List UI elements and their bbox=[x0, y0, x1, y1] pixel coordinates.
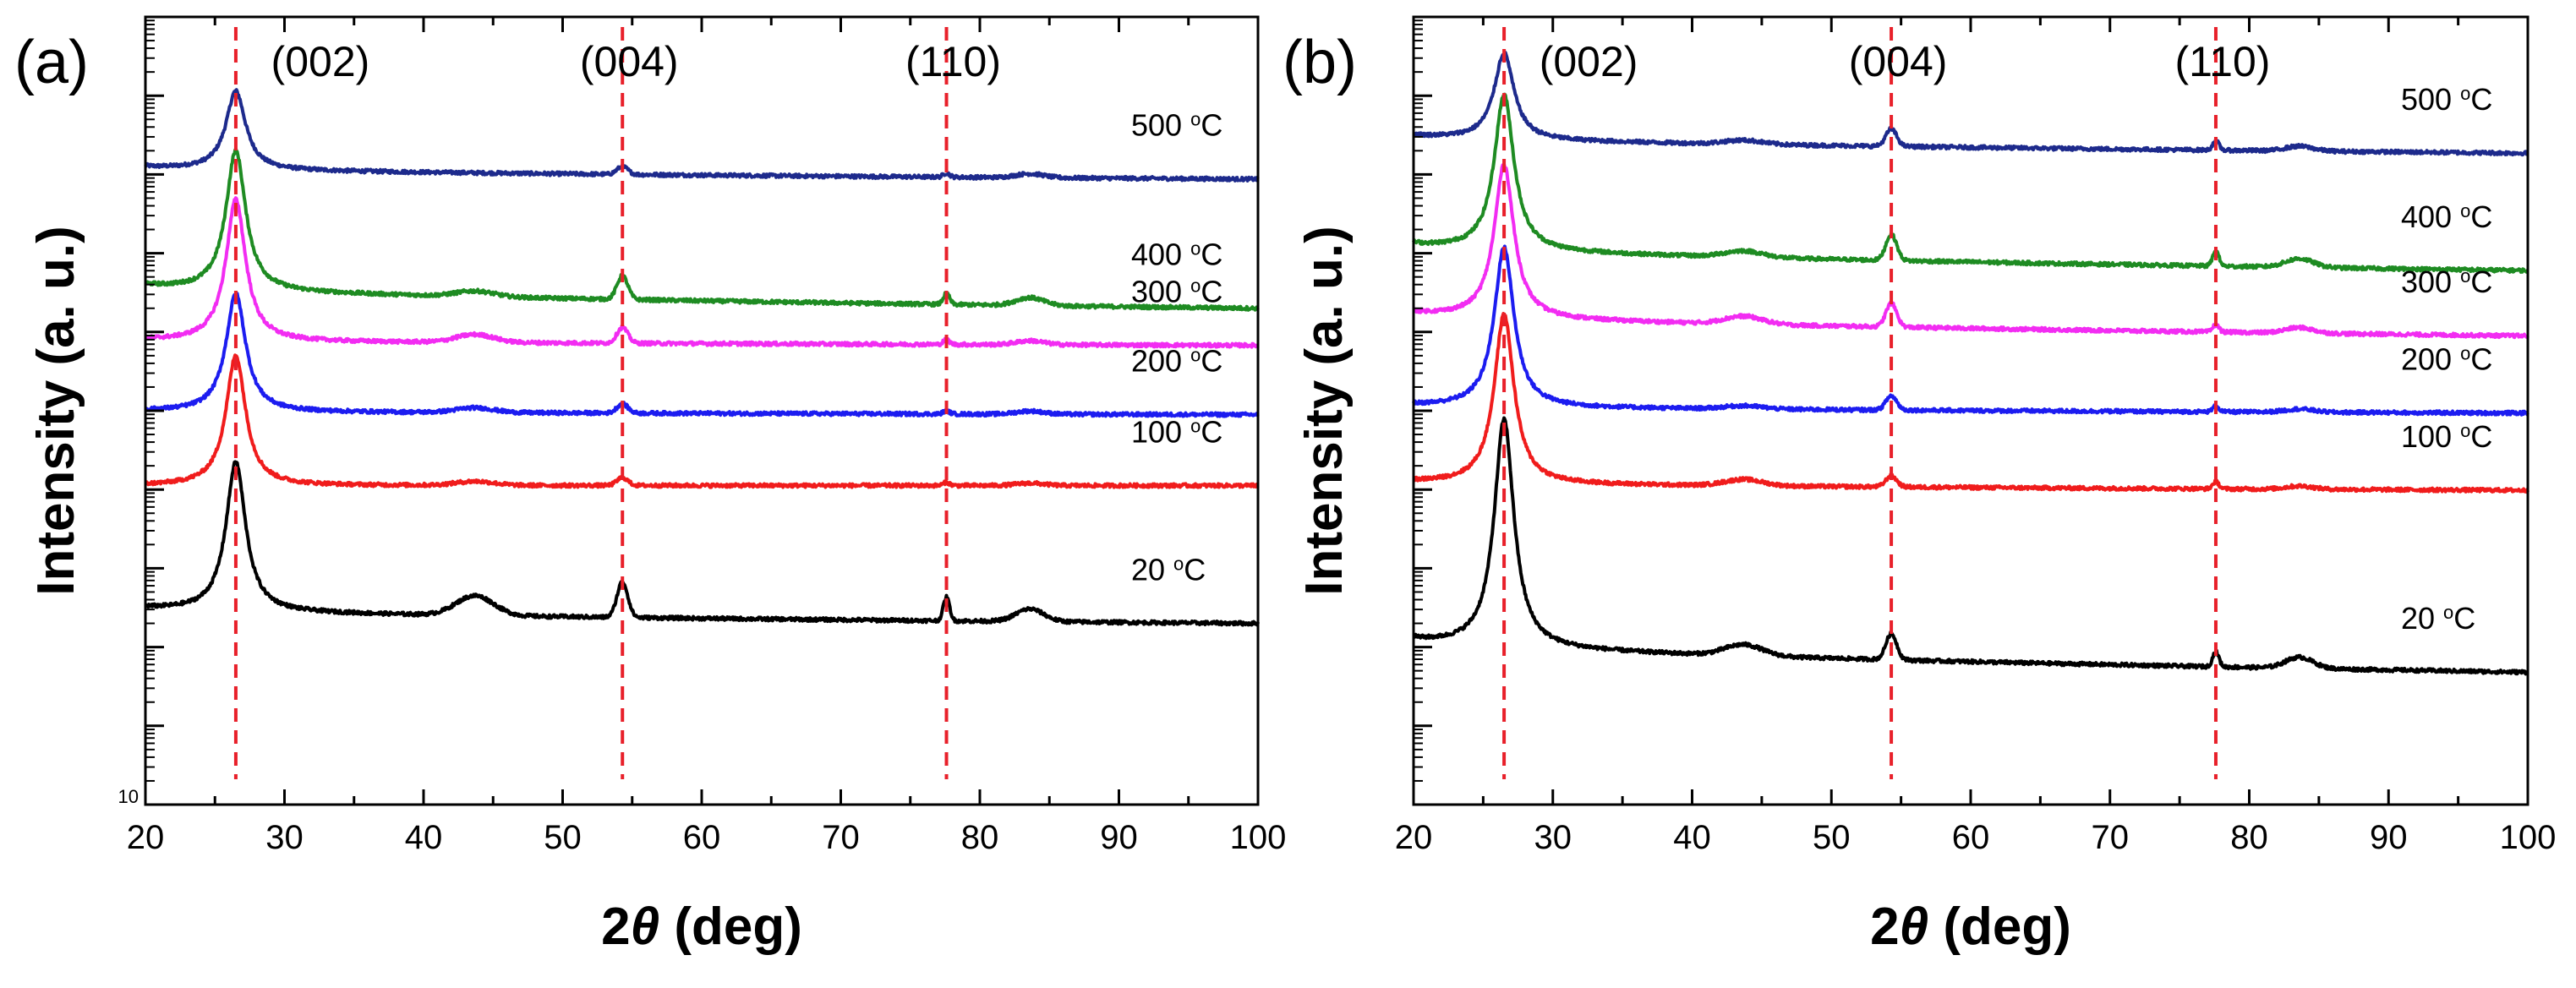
series-label-200: 200 oC bbox=[2401, 342, 2492, 377]
series-line-20 bbox=[1412, 416, 2530, 676]
series-line-200 bbox=[1412, 244, 2530, 417]
series-label-200: 200 oC bbox=[1131, 343, 1222, 378]
series-label-400: 400 oC bbox=[1131, 237, 1222, 272]
series-line-300 bbox=[144, 196, 1260, 349]
x-tick-label: 50 bbox=[1813, 819, 1851, 856]
x-tick-label: 30 bbox=[1534, 819, 1572, 856]
peak-label-004: (004) bbox=[1849, 38, 1948, 85]
x-tick-label: 40 bbox=[1673, 819, 1711, 856]
series-line-200 bbox=[144, 292, 1260, 418]
peak-label-004: (004) bbox=[580, 38, 679, 85]
series-label-20: 20 oC bbox=[1131, 552, 1206, 587]
panel-b: 500 oC 400 oC 300 oC 200 oC 100 oC 20 oC (002)… bbox=[1283, 15, 2557, 956]
series-label-100: 100 oC bbox=[2401, 419, 2492, 454]
peak-label-110: (110) bbox=[2174, 38, 2270, 85]
panel-label: (a) bbox=[14, 29, 89, 96]
x-axis-label: 2θ (deg) bbox=[601, 898, 802, 956]
x-tick-label: 40 bbox=[405, 819, 443, 856]
series-line-300 bbox=[1412, 162, 2530, 340]
series-line-20 bbox=[144, 460, 1260, 627]
series-label-100: 100 oC bbox=[1131, 414, 1222, 449]
x-tick-label: 30 bbox=[265, 819, 304, 856]
peak-label-002: (002) bbox=[271, 38, 370, 85]
series-label-300: 300 oC bbox=[2401, 265, 2492, 299]
x-tick-label: 60 bbox=[683, 819, 721, 856]
y-axis-label: Intensity (a. u.) bbox=[27, 226, 85, 595]
series-label-500: 500 oC bbox=[1131, 108, 1222, 143]
x-tick-label: 100 bbox=[1230, 819, 1287, 856]
x-tick-label: 90 bbox=[1100, 819, 1138, 856]
series-line-100 bbox=[1412, 312, 2530, 494]
series-line-500 bbox=[1412, 50, 2530, 157]
series-label-20: 20 oC bbox=[2401, 601, 2475, 636]
series-line-400 bbox=[1412, 92, 2530, 274]
x-tick-label: 20 bbox=[127, 819, 165, 856]
series-label-300: 300 oC bbox=[1131, 274, 1222, 308]
series-label-500: 500 oC bbox=[2401, 82, 2492, 117]
x-tick-label: 20 bbox=[1395, 819, 1433, 856]
series-line-500 bbox=[144, 88, 1260, 183]
x-tick-label: 90 bbox=[2370, 819, 2408, 856]
x-tick-label: 70 bbox=[2092, 819, 2130, 856]
y-axis-label: Intensity (a. u.) bbox=[1295, 226, 1354, 595]
x-tick-label: 100 bbox=[2500, 819, 2557, 856]
series-label-400: 400 oC bbox=[2401, 199, 2492, 234]
series-line-400 bbox=[144, 147, 1260, 312]
panel-label: (b) bbox=[1283, 29, 1357, 96]
x-tick-label: 80 bbox=[2230, 819, 2268, 856]
x-tick-label: 80 bbox=[961, 819, 999, 856]
peak-label-002: (002) bbox=[1540, 38, 1638, 85]
series-line-100 bbox=[144, 353, 1260, 489]
peak-label-110: (110) bbox=[905, 38, 1001, 85]
x-tick-label: 60 bbox=[1952, 819, 1990, 856]
x-tick-label: 70 bbox=[822, 819, 860, 856]
y-tick-label: 10 bbox=[118, 786, 139, 807]
x-axis-label: 2θ (deg) bbox=[1870, 898, 2071, 956]
x-tick-label: 50 bbox=[544, 819, 582, 856]
